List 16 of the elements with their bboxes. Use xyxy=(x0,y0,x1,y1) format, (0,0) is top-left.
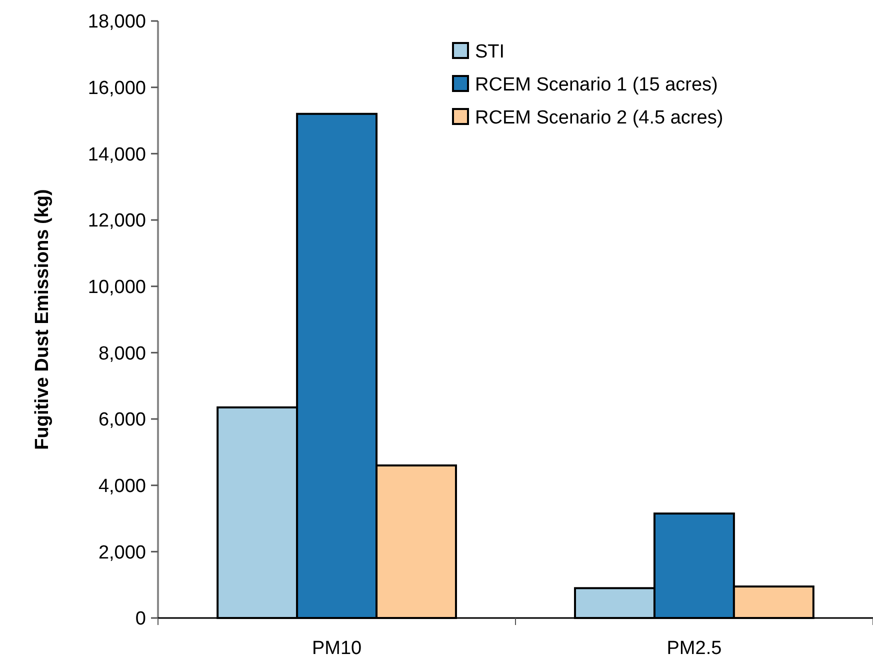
y-tick-label: 18,000 xyxy=(88,12,146,33)
y-tick-label: 6,000 xyxy=(98,410,146,431)
y-tick-label: 12,000 xyxy=(88,210,146,232)
x-tick-label: PM2.5 xyxy=(666,638,722,659)
x-tick-label: PM10 xyxy=(312,638,362,659)
y-tick-label: 4,000 xyxy=(98,476,146,497)
y-tick-label: 8,000 xyxy=(98,343,146,364)
y-axis-title: Fugitive Dust Emissions (kg) xyxy=(32,189,53,450)
y-tick-label: 16,000 xyxy=(88,78,146,99)
y-tick-label: 0 xyxy=(135,608,146,630)
legend-label: STI xyxy=(475,42,505,63)
legend-label: RCEM Scenario 2 (4.5 acres) xyxy=(475,108,724,129)
y-tick-label: 14,000 xyxy=(88,144,146,166)
y-tick-label: 10,000 xyxy=(88,276,146,298)
legend-label: RCEM Scenario 1 (15 acres) xyxy=(475,74,718,96)
y-tick-label: 2,000 xyxy=(98,542,146,564)
